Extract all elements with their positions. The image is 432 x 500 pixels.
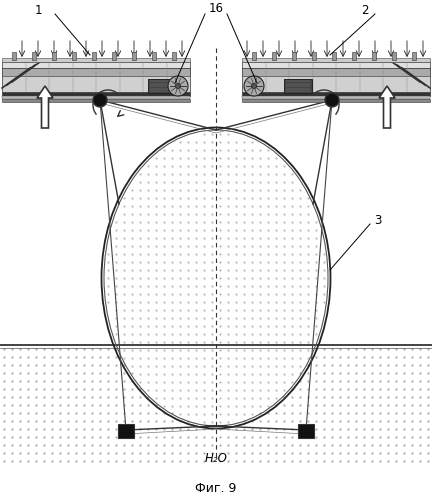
Bar <box>298 424 314 438</box>
Text: 16: 16 <box>209 2 223 15</box>
Bar <box>352 52 356 60</box>
Bar <box>292 52 296 60</box>
Bar <box>2 96 190 99</box>
Text: 3: 3 <box>374 214 382 226</box>
Bar <box>332 52 336 60</box>
Bar <box>2 58 190 62</box>
Bar <box>242 99 430 102</box>
Bar <box>252 52 256 60</box>
Bar <box>2 99 190 102</box>
Circle shape <box>175 84 181 88</box>
Circle shape <box>244 76 264 96</box>
Bar <box>92 52 96 60</box>
Bar <box>2 68 190 76</box>
Bar <box>242 92 430 96</box>
Bar <box>242 68 430 76</box>
Text: Фиг. 9: Фиг. 9 <box>195 482 237 494</box>
Bar <box>112 52 116 60</box>
Bar <box>242 96 430 99</box>
Bar <box>242 68 430 92</box>
Bar <box>152 52 156 60</box>
Bar <box>312 52 316 60</box>
Bar <box>242 58 430 62</box>
Bar <box>2 62 190 68</box>
FancyArrow shape <box>37 86 53 128</box>
Bar <box>52 52 56 60</box>
Circle shape <box>251 84 257 88</box>
Text: 2: 2 <box>361 4 369 16</box>
Bar <box>118 424 134 438</box>
Bar <box>72 52 76 60</box>
Bar <box>32 52 36 60</box>
Bar <box>2 92 190 96</box>
Bar <box>284 79 312 93</box>
Bar <box>172 52 176 60</box>
Circle shape <box>168 76 188 96</box>
Bar <box>272 52 276 60</box>
Circle shape <box>325 93 339 107</box>
Text: H₂O: H₂O <box>205 452 227 464</box>
FancyArrow shape <box>379 86 395 128</box>
Bar <box>392 52 396 60</box>
Bar <box>242 62 430 68</box>
Bar <box>372 52 376 60</box>
Bar <box>412 52 416 60</box>
Bar <box>132 52 136 60</box>
Bar <box>2 68 190 92</box>
Bar <box>148 79 176 93</box>
Bar <box>12 52 16 60</box>
Text: 1: 1 <box>34 4 42 16</box>
Circle shape <box>93 93 107 107</box>
